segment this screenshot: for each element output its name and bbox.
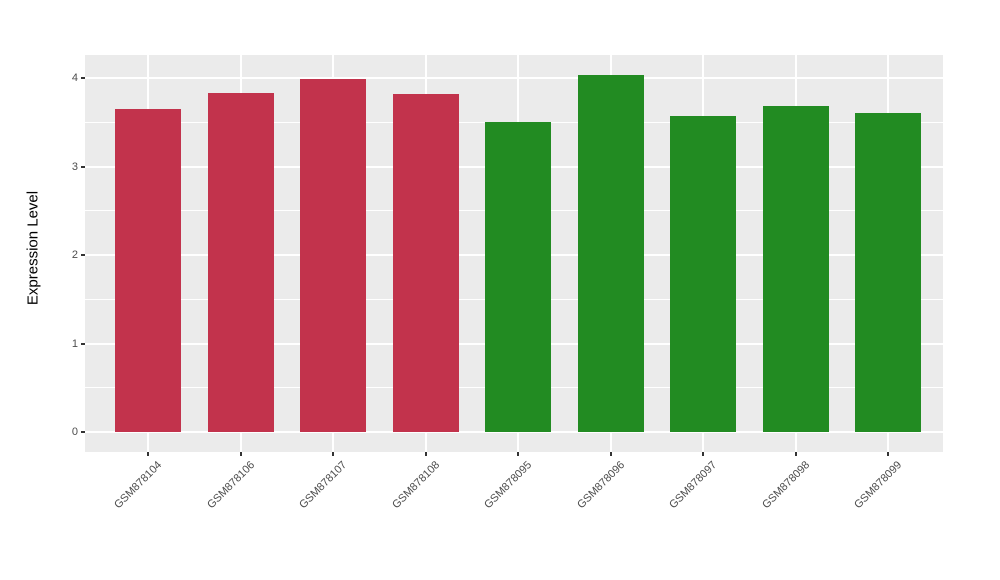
bar-GSM878097 — [670, 116, 736, 432]
x-tick-label: GSM878104 — [112, 459, 165, 512]
bar-GSM878098 — [762, 106, 829, 432]
x-tick-mark — [887, 452, 889, 456]
y-tick-mark — [81, 254, 85, 256]
x-tick-mark — [794, 452, 797, 456]
x-tick-label: GSM878108 — [389, 459, 442, 512]
x-tick-label: GSM878097 — [667, 459, 720, 512]
y-tick-label: 3 — [71, 160, 78, 173]
major-gridline — [85, 431, 943, 433]
y-tick-mark — [81, 342, 85, 345]
x-tick-label: GSM878096 — [574, 459, 627, 512]
y-tick-mark — [81, 77, 85, 79]
bar-GSM878106 — [207, 93, 274, 432]
x-tick-label: GSM878099 — [852, 459, 905, 512]
x-tick-label: GSM878098 — [759, 459, 812, 512]
x-tick-label: GSM878107 — [297, 459, 350, 512]
x-tick-mark — [609, 452, 612, 456]
x-tick-mark — [517, 452, 519, 456]
y-tick-label: 1 — [71, 337, 78, 350]
plot-panel — [85, 55, 943, 452]
y-tick-label: 4 — [71, 72, 78, 84]
bar-GSM878108 — [392, 93, 459, 432]
x-tick-mark — [332, 452, 334, 456]
bar-GSM878104 — [115, 108, 181, 432]
x-tick-label: GSM878095 — [482, 459, 535, 512]
y-axis-title: Expression Level — [24, 190, 42, 306]
bar-GSM878095 — [485, 122, 551, 432]
major-gridline — [85, 77, 943, 79]
y-tick-mark — [81, 431, 85, 433]
x-tick-mark — [147, 452, 149, 456]
bar-GSM878099 — [855, 113, 921, 432]
x-tick-mark — [239, 452, 242, 456]
x-tick-mark — [424, 452, 427, 456]
x-tick-label: GSM878106 — [204, 459, 257, 512]
y-tick-label: 2 — [71, 249, 78, 261]
y-tick-mark — [81, 165, 85, 168]
y-tick-label: 0 — [71, 426, 78, 438]
bar-GSM878107 — [300, 78, 366, 432]
x-tick-mark — [702, 452, 704, 456]
bar-GSM878096 — [577, 75, 644, 432]
